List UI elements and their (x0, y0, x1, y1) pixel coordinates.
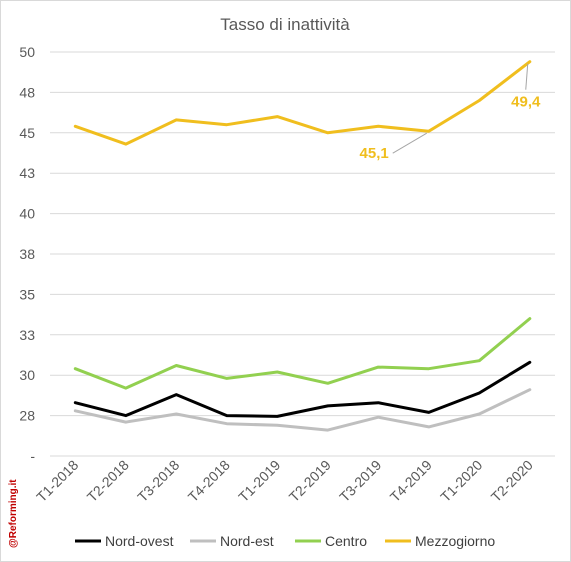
chart-title: Tasso di inattività (220, 15, 350, 34)
data-label: 49,4 (511, 94, 541, 111)
legend: Nord-ovest Nord-est Centro Mezzogiorno (75, 533, 495, 549)
x-tick-label: T2-2019 (286, 457, 334, 505)
annotation-leader (392, 132, 428, 154)
x-tick-label: T1-2019 (235, 457, 283, 505)
legend-label: Mezzogiorno (415, 533, 495, 549)
legend-label: Nord-est (220, 533, 274, 549)
legend-label: Nord-ovest (105, 533, 174, 549)
y-tick-label: 30 (19, 367, 35, 383)
annotations: 45,1 49,4 (360, 63, 541, 162)
series-line-nord-est (73, 388, 532, 432)
x-tick-label: T2-2020 (488, 457, 536, 505)
x-tick-label: T4-2019 (387, 457, 435, 505)
y-tick-label: 40 (19, 206, 35, 222)
y-tick-label: 35 (19, 286, 35, 302)
legend-label: Centro (325, 533, 367, 549)
watermark-text: @Reforming.it (8, 479, 19, 548)
y-tick-label: 48 (19, 84, 35, 100)
x-axis: T1-2018 T2-2018 T3-2018 T4-2018 T1-2019 T2-20… (33, 457, 536, 505)
x-tick-label: T4-2018 (185, 457, 233, 505)
y-tick-label: - (30, 448, 35, 464)
gridlines (50, 51, 555, 457)
y-tick-label: 43 (19, 165, 35, 181)
y-tick-label: 28 (19, 408, 35, 424)
series-line-nord-ovest (73, 360, 532, 418)
series-line-mezzogiorno (73, 60, 532, 146)
annotation-leader (525, 63, 529, 90)
series-lines (73, 60, 532, 432)
data-label: 45,1 (360, 145, 389, 162)
y-tick-label: 50 (19, 44, 35, 60)
y-tick-label: 38 (19, 246, 35, 262)
x-tick-label: T1-2018 (33, 457, 81, 505)
x-tick-label: T2-2018 (84, 457, 132, 505)
y-tick-label: 45 (19, 125, 35, 141)
x-tick-label: T3-2018 (134, 457, 182, 505)
y-axis: - 28 30 33 35 38 40 43 45 48 50 (19, 44, 35, 464)
x-tick-label: T1-2020 (437, 457, 485, 505)
x-tick-label: T3-2019 (336, 457, 384, 505)
y-tick-label: 33 (19, 327, 35, 343)
series-line-centro (73, 317, 532, 390)
